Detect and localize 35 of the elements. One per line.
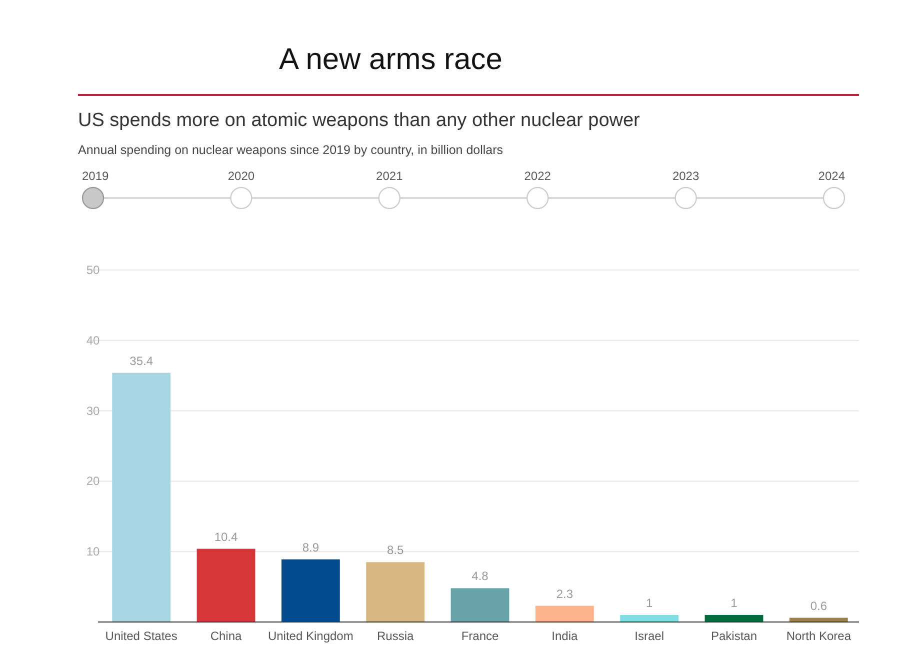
data-label: 2.3 <box>556 586 574 601</box>
bar <box>281 559 340 622</box>
bar <box>450 588 510 622</box>
year-slider: 2019 2020 2021 2022 2023 2024 <box>82 169 846 210</box>
data-label: 8.5 <box>386 543 404 558</box>
data-label: 8.9 <box>302 540 320 554</box>
x-tick-label: Russia <box>376 629 414 643</box>
x-tick-label: France <box>461 629 499 643</box>
data-label: 1 <box>646 596 653 610</box>
bar <box>620 614 679 622</box>
y-tick-label: 20 <box>86 474 100 488</box>
x-tick-label: India <box>552 629 578 643</box>
data-label: 0.6 <box>810 598 828 613</box>
y-tick-label: 50 <box>86 263 100 277</box>
data-label: 4.8 <box>472 569 489 584</box>
y-tick-label: 30 <box>86 404 100 418</box>
y-tick-label: 10 <box>86 544 100 559</box>
bar <box>704 614 764 622</box>
bar <box>196 548 256 622</box>
chart-subtitle: US spends more on atomic weapons than any other nuclear power <box>78 110 641 131</box>
bar <box>535 606 594 622</box>
y-tick-label: 40 <box>86 333 100 348</box>
data-label: 35.4 <box>130 354 154 368</box>
x-tick-label: Israel <box>634 629 664 643</box>
x-tick-label: Pakistan <box>710 629 758 643</box>
bar <box>112 372 171 622</box>
x-tick-label: United Kingdom <box>268 629 354 643</box>
data-label: 10.4 <box>214 530 238 544</box>
text: Annual spending on nuclear weapons since 2019 by country, in billion dollars <box>78 143 504 157</box>
data-label: 1 <box>730 596 738 610</box>
x-tick-label: North Korea <box>786 629 852 643</box>
x-tick-label: China <box>210 629 242 643</box>
bar <box>366 562 425 622</box>
chart-title: A new arms race <box>279 43 502 76</box>
x-tick-label: United States <box>105 629 178 643</box>
